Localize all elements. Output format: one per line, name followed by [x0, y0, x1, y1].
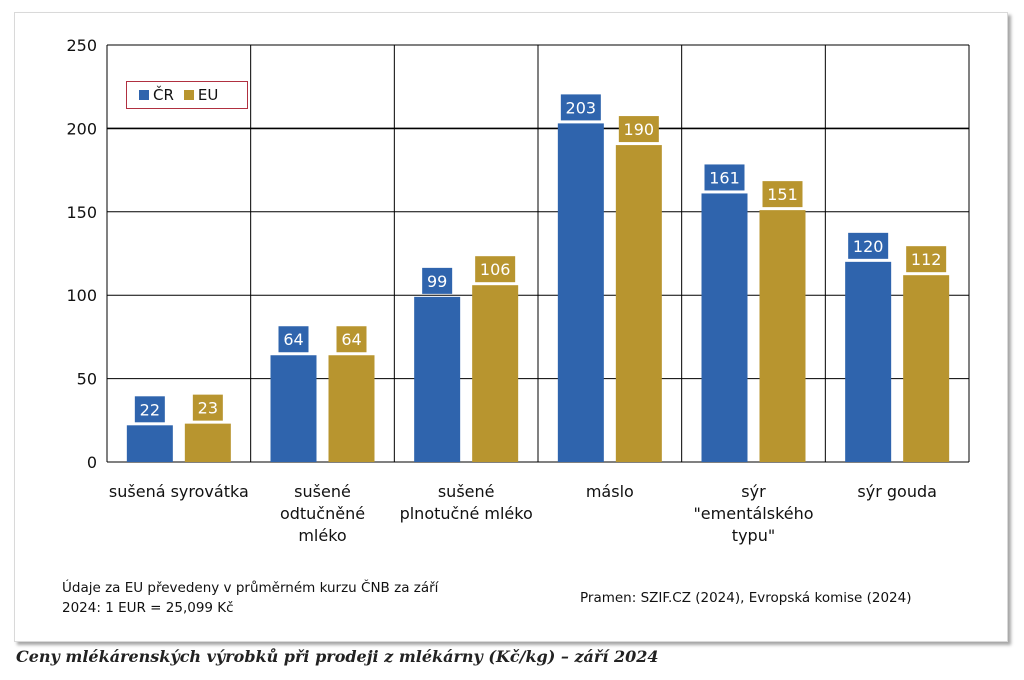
y-tick-label: 100: [66, 286, 97, 305]
y-tick-label: 150: [66, 203, 97, 222]
data-label: 112: [911, 250, 942, 269]
data-label: 106: [480, 260, 511, 279]
data-label: 120: [853, 237, 884, 256]
category-label: sušené plnotučné mléko: [400, 482, 533, 523]
data-label: 190: [624, 120, 655, 139]
category-label: sýr gouda: [857, 482, 937, 501]
data-label: 23: [198, 399, 218, 418]
legend-swatch-cr: [139, 90, 149, 100]
bar-cr: [126, 425, 173, 462]
conversion-note-line1: Údaje za EU převedeny v průměrném kurzu …: [62, 580, 439, 596]
bar-eu: [184, 423, 231, 462]
y-tick-label: 50: [77, 370, 97, 389]
data-label-box: [848, 232, 889, 259]
data-label-box: [278, 326, 309, 353]
data-label-box: [762, 181, 803, 208]
data-label-box: [192, 394, 223, 421]
y-tick-label: 200: [66, 119, 97, 138]
chart-frame: 0 50 100 150 200 250 22 64 99 203 161 120 23 64 106 190…: [14, 12, 1008, 642]
bar-eu: [615, 145, 662, 462]
category-label: sušené odtučněné mléko: [280, 482, 365, 545]
y-tick-label: 0: [87, 453, 97, 472]
category-label: máslo: [586, 482, 634, 501]
legend-label-eu: EU: [197, 86, 219, 104]
category-label: sušená syrovátka: [109, 482, 249, 501]
legend-item-eu: EU: [183, 86, 219, 104]
bar-chart: 0 50 100 150 200 250 22 64 99 203 161 120 23 64 106 190…: [66, 36, 970, 545]
bar-cr: [270, 355, 317, 462]
conversion-note-line2: 2024: 1 EUR = 25,099 Kč: [62, 600, 234, 616]
bar-eu: [903, 275, 950, 462]
bar-cr: [701, 193, 748, 462]
bar-eu: [759, 210, 806, 462]
source-note: Pramen: SZIF.CZ (2024), Evropská komise …: [580, 590, 912, 606]
data-label-box: [560, 94, 601, 121]
bar-eu: [328, 355, 375, 462]
data-label-box: [336, 326, 367, 353]
data-label-box: [618, 116, 659, 143]
conversion-note: Údaje za EU převedeny v průměrném kurzu …: [62, 578, 438, 618]
legend-item-cr: ČR: [139, 86, 174, 104]
data-label: 151: [767, 185, 798, 204]
bar-cr: [845, 261, 892, 462]
category-label: sýr "ementálského typu": [693, 482, 813, 545]
bar-cr: [414, 296, 461, 462]
legend-label-cr: ČR: [153, 86, 174, 104]
legend-swatch-eu: [183, 90, 194, 100]
data-label-box: [704, 164, 745, 191]
data-label: 64: [341, 330, 361, 349]
figure-caption: Ceny mlékárenských výrobků při prodeji z…: [16, 647, 659, 666]
y-tick-label: 250: [66, 36, 97, 55]
data-label: 99: [427, 272, 447, 291]
bar-cr: [557, 123, 604, 462]
data-label-box: [422, 267, 453, 294]
data-label: 203: [566, 98, 597, 117]
data-label: 161: [709, 168, 740, 187]
data-label-box: [475, 256, 516, 283]
bar-eu: [472, 285, 519, 462]
data-label: 64: [283, 330, 303, 349]
legend: ČR EU: [126, 81, 248, 109]
data-label: 22: [140, 400, 160, 419]
data-label-box: [134, 396, 165, 423]
data-label-box: [906, 246, 947, 273]
